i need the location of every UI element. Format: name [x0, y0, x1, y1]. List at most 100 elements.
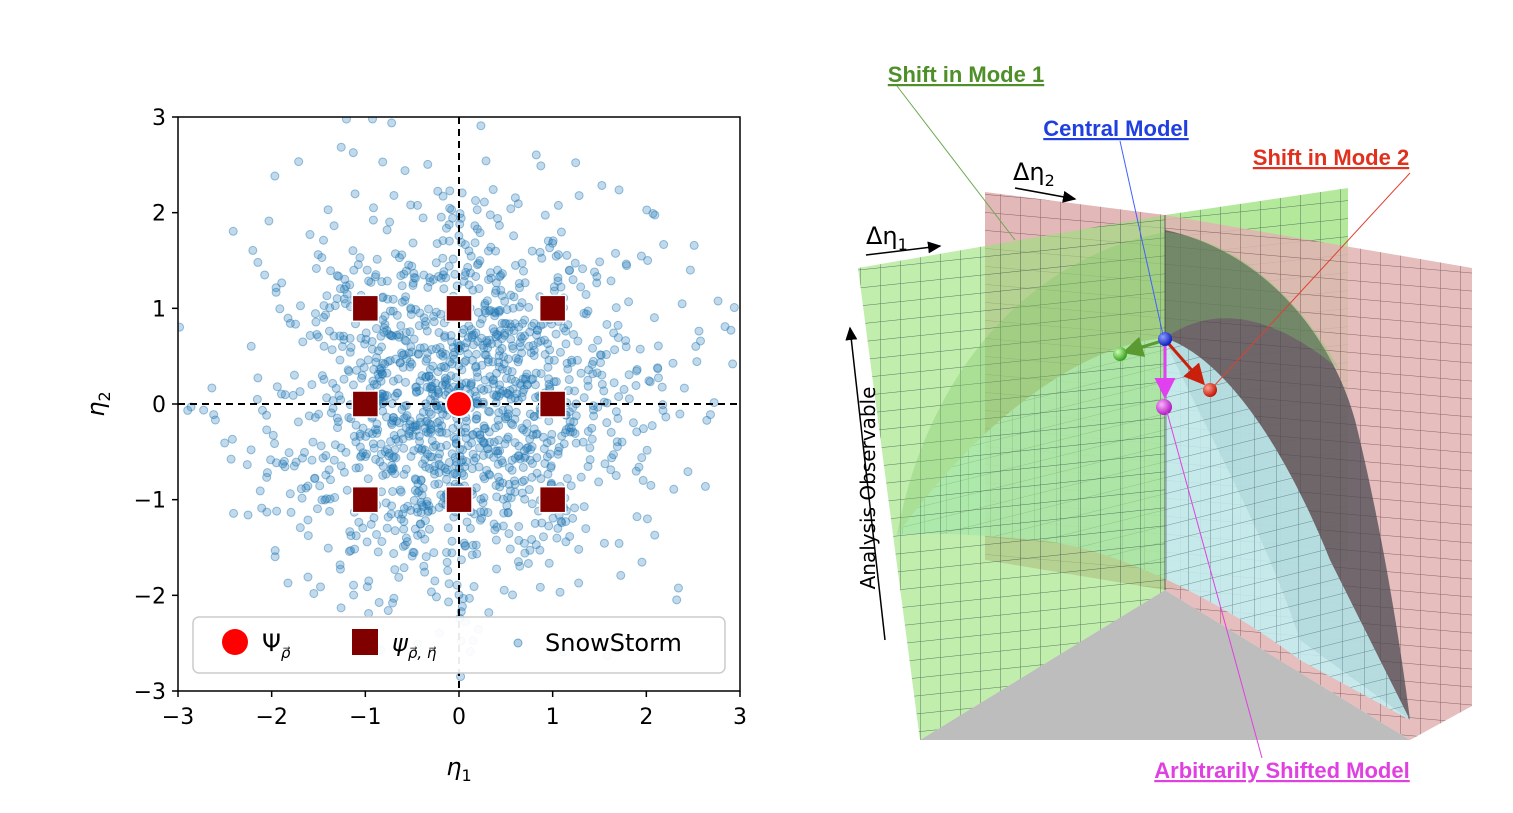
- shifted-model-marker: [445, 294, 473, 323]
- snowstorm-point: [378, 157, 388, 167]
- snowstorm-point: [360, 452, 370, 462]
- snowstorm-point: [532, 468, 542, 478]
- snowstorm-point: [426, 420, 436, 430]
- snowstorm-point: [422, 326, 432, 336]
- snowstorm-point: [404, 348, 414, 358]
- snowstorm-point: [647, 421, 657, 431]
- snowstorm-point: [399, 517, 409, 527]
- snowstorm-point: [525, 455, 535, 465]
- snowstorm-point: [525, 434, 535, 444]
- snowstorm-point: [384, 448, 394, 458]
- snowstorm-point: [418, 502, 428, 512]
- snowstorm-point: [611, 303, 621, 313]
- snowstorm-point: [441, 474, 451, 484]
- snowstorm-point: [518, 318, 528, 328]
- snowstorm-point: [388, 598, 398, 608]
- snowstorm-point: [475, 430, 485, 440]
- snowstorm-point: [487, 339, 497, 349]
- snowstorm-point: [387, 460, 397, 470]
- snowstorm-point: [411, 475, 421, 485]
- snowstorm-point: [517, 392, 527, 402]
- legend-central-marker: [222, 629, 248, 655]
- snowstorm-point: [482, 465, 492, 475]
- snowstorm-point: [494, 362, 504, 372]
- snowstorm-point: [483, 508, 493, 518]
- snowstorm-point: [574, 578, 584, 588]
- snowstorm-point: [396, 514, 406, 524]
- snowstorm-point: [436, 273, 446, 283]
- snowstorm-point: [513, 557, 523, 567]
- snowstorm-point: [421, 372, 431, 382]
- snowstorm-point: [535, 582, 545, 592]
- snowstorm-point: [492, 390, 502, 400]
- snowstorm-point: [472, 224, 482, 234]
- snowstorm-point: [361, 334, 371, 344]
- snowstorm-point: [485, 268, 495, 278]
- snowstorm-point: [501, 318, 511, 328]
- snowstorm-point: [596, 350, 606, 360]
- snowstorm-point: [548, 236, 558, 246]
- snowstorm-point: [568, 513, 578, 523]
- snowstorm-point: [271, 283, 281, 293]
- snowstorm-point: [508, 344, 518, 354]
- snowstorm-point: [614, 392, 624, 402]
- snowstorm-point: [362, 265, 372, 275]
- snowstorm-point: [371, 357, 381, 367]
- snowstorm-point: [634, 462, 644, 472]
- snowstorm-point: [405, 357, 415, 367]
- snowstorm-point: [491, 535, 501, 545]
- snowstorm-point: [642, 445, 652, 455]
- snowstorm-point: [632, 364, 642, 374]
- snowstorm-point: [358, 448, 368, 458]
- snowstorm-point: [417, 459, 427, 469]
- snowstorm-point: [595, 350, 605, 360]
- snowstorm-point: [410, 524, 420, 534]
- legend: Ψρ⃗ ψρ⃗, η⃗ SnowStorm: [192, 616, 726, 674]
- snowstorm-point: [382, 276, 392, 286]
- snowstorm-point: [284, 448, 294, 458]
- snowstorm-point: [469, 582, 479, 592]
- snowstorm-point: [409, 273, 419, 283]
- snowstorm-point: [438, 409, 448, 419]
- snowstorm-point: [510, 487, 520, 497]
- snowstorm-point: [439, 267, 449, 277]
- y-axis-label: η2: [82, 391, 114, 416]
- snowstorm-point: [411, 387, 421, 397]
- snowstorm-point: [463, 332, 473, 342]
- snowstorm-point: [395, 485, 405, 495]
- snowstorm-point: [440, 332, 450, 342]
- snowstorm-point: [420, 320, 430, 330]
- snowstorm-point: [689, 240, 699, 250]
- snowstorm-point: [472, 260, 482, 270]
- snowstorm-point: [500, 319, 510, 329]
- snowstorm-point: [485, 470, 495, 480]
- snowstorm-point: [482, 444, 492, 454]
- snowstorm-point: [503, 507, 513, 517]
- snowstorm-point: [378, 461, 388, 471]
- snowstorm-point: [497, 343, 507, 353]
- snowstorm-point: [440, 373, 450, 383]
- snowstorm-point: [430, 469, 440, 479]
- snowstorm-point: [480, 350, 490, 360]
- snowstorm-point: [357, 373, 367, 383]
- snowstorm-point: [381, 469, 391, 479]
- snowstorm-point: [458, 594, 468, 604]
- snowstorm-point: [317, 495, 327, 505]
- snowstorm-point: [443, 566, 453, 576]
- snowstorm-point: [503, 508, 513, 518]
- snowstorm-point: [389, 593, 399, 603]
- snowstorm-point: [436, 212, 446, 222]
- snowstorm-point: [437, 380, 447, 390]
- snowstorm-point: [488, 374, 498, 384]
- snowstorm-point: [590, 267, 600, 277]
- snowstorm-point: [422, 354, 432, 364]
- snowstorm-point: [377, 537, 387, 547]
- snowstorm-point: [339, 335, 349, 345]
- snowstorm-point: [345, 527, 355, 537]
- snowstorm-point: [561, 517, 571, 527]
- snowstorm-point: [386, 330, 396, 340]
- snowstorm-point: [449, 354, 459, 364]
- snowstorm-point: [510, 376, 520, 386]
- mode1-shift-arrow: [1122, 336, 1163, 357]
- snowstorm-point: [535, 247, 545, 257]
